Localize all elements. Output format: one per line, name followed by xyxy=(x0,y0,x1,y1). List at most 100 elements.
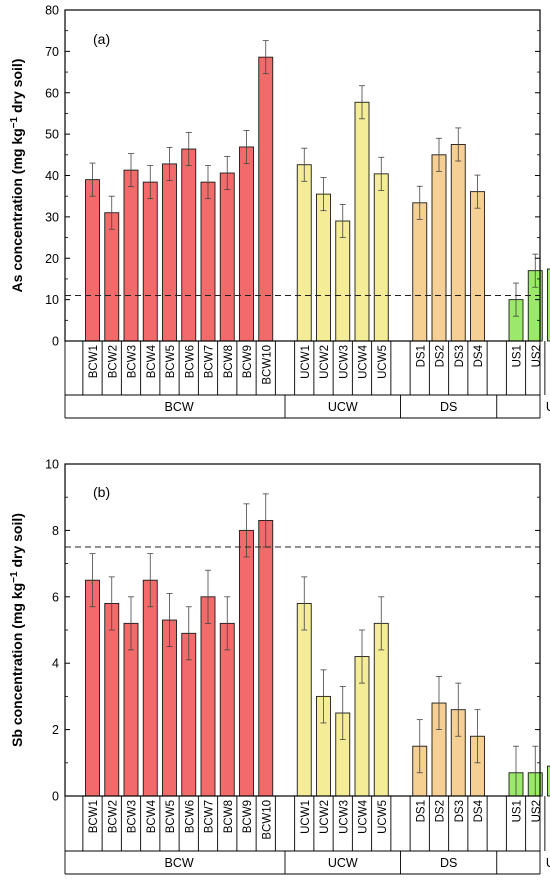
x-tick-label: BCW3 xyxy=(127,800,139,833)
y-axis-label: Sb concentration (mg kg−1 dry soil) xyxy=(9,513,25,747)
bar xyxy=(123,169,139,342)
x-tick-label: US2 xyxy=(531,800,543,822)
bar xyxy=(142,181,158,342)
x-tick-label: BCW10 xyxy=(261,345,273,385)
y-tick-label: 30 xyxy=(45,210,59,224)
x-tick-label: BCW4 xyxy=(146,344,158,378)
y-tick-label: 40 xyxy=(45,169,59,183)
x-tick-label: BCW3 xyxy=(127,345,139,378)
y-tick-label: 10 xyxy=(45,458,59,472)
y-tick-label: 0 xyxy=(52,790,59,804)
bar xyxy=(104,602,120,797)
bar xyxy=(142,579,158,797)
panel-label: (b) xyxy=(93,484,110,500)
group-label: UCW xyxy=(328,400,358,414)
y-tick-label: 2 xyxy=(52,723,59,737)
y-tick-label: 60 xyxy=(45,86,59,100)
y-tick-label: 8 xyxy=(52,524,59,538)
y-tick-label: 50 xyxy=(45,128,59,142)
y-tick-label: 4 xyxy=(52,657,59,671)
x-tick-label: DS4 xyxy=(473,344,485,367)
x-tick-label: UCW4 xyxy=(358,344,370,378)
chart-panel-a: 0 10 20 30 40 50 60 70 80 BCW1 BCW2 BCW3 BCW4 BCW5 BCW… xyxy=(9,4,550,419)
group-label: BCW xyxy=(165,400,194,414)
group-label: BCW xyxy=(165,856,194,870)
bar xyxy=(85,179,100,342)
x-tick-label: DS1 xyxy=(415,345,427,367)
x-tick-label: BCW6 xyxy=(184,800,196,833)
y-tick-label: 0 xyxy=(52,335,59,349)
bar xyxy=(470,191,485,342)
x-tick-label: BCW1 xyxy=(88,800,100,833)
x-tick-label: UCW5 xyxy=(377,345,389,379)
y-tick-label: 80 xyxy=(45,4,59,18)
x-tick-label: BCW2 xyxy=(107,345,119,378)
x-tick-label: UCW4 xyxy=(358,799,370,833)
x-tick-label: UCW2 xyxy=(319,345,331,379)
bar xyxy=(431,154,447,342)
x-tick-label: BCW9 xyxy=(242,800,254,833)
y-tick-label: 70 xyxy=(45,45,59,59)
group-label: US xyxy=(546,856,550,870)
y-tick-label: 10 xyxy=(45,293,59,307)
x-tick-label: US2 xyxy=(531,345,543,367)
y-tick-label: 20 xyxy=(45,252,59,266)
bar xyxy=(219,172,235,342)
bar xyxy=(258,519,274,797)
x-tick-label: DS3 xyxy=(454,800,466,822)
bar xyxy=(450,144,466,342)
bar xyxy=(354,101,370,342)
x-tick-label: BCW10 xyxy=(261,800,273,840)
bar xyxy=(373,173,389,342)
bar xyxy=(239,146,254,342)
x-tick-label: BCW6 xyxy=(184,345,196,378)
x-tick-label: BCW5 xyxy=(165,345,177,378)
x-tick-label: UCW3 xyxy=(338,800,350,834)
x-tick-label: BCW7 xyxy=(204,800,216,833)
x-tick-label: BCW1 xyxy=(88,345,100,378)
x-tick-label: DS2 xyxy=(435,345,447,367)
x-tick-label: UCW1 xyxy=(300,800,312,834)
group-label: DS xyxy=(440,400,457,414)
bar xyxy=(258,56,274,342)
x-tick-label: DS1 xyxy=(415,800,427,822)
x-tick-label: US1 xyxy=(512,800,524,822)
x-tick-label: BCW8 xyxy=(223,345,235,378)
bar xyxy=(239,529,254,797)
x-tick-label: UCW1 xyxy=(300,345,312,379)
bar xyxy=(412,202,428,342)
bar xyxy=(316,193,331,342)
x-tick-label: UCW5 xyxy=(377,800,389,834)
group-label: UCW xyxy=(328,856,358,870)
bar xyxy=(547,765,550,797)
bar xyxy=(335,220,351,342)
bar xyxy=(547,268,550,342)
y-tick-label: 6 xyxy=(52,590,59,604)
x-tick-label: UCW2 xyxy=(319,800,331,834)
x-tick-label: BCW8 xyxy=(223,800,235,833)
y-axis-label: As concentration (mg kg−1 dry soil) xyxy=(9,59,25,293)
panel-label: (a) xyxy=(93,31,110,47)
x-tick-label: BCW5 xyxy=(165,800,177,833)
x-tick-label: DS2 xyxy=(435,800,447,822)
x-tick-label: DS3 xyxy=(454,345,466,367)
bar xyxy=(104,212,120,342)
bar xyxy=(200,181,216,342)
chart-panel-b: 0 2 4 6 8 10 BCW1 BCW2 BCW3 BCW4 BCW5 BCW6 BCW7 BCW8 B… xyxy=(9,458,550,875)
x-tick-label: BCW9 xyxy=(242,345,254,378)
bar xyxy=(162,163,177,342)
x-tick-label: US1 xyxy=(512,345,524,367)
x-tick-label: DS4 xyxy=(473,799,485,822)
bar xyxy=(85,579,100,797)
group-label: US xyxy=(546,400,550,414)
bar xyxy=(296,164,312,342)
x-tick-label: UCW3 xyxy=(338,345,350,379)
bar xyxy=(296,602,312,797)
group-label: DS xyxy=(440,856,457,870)
x-tick-label: BCW7 xyxy=(204,345,216,378)
bar xyxy=(200,596,216,797)
x-tick-label: BCW4 xyxy=(146,799,158,833)
bar xyxy=(181,148,197,342)
x-tick-label: BCW2 xyxy=(107,800,119,833)
